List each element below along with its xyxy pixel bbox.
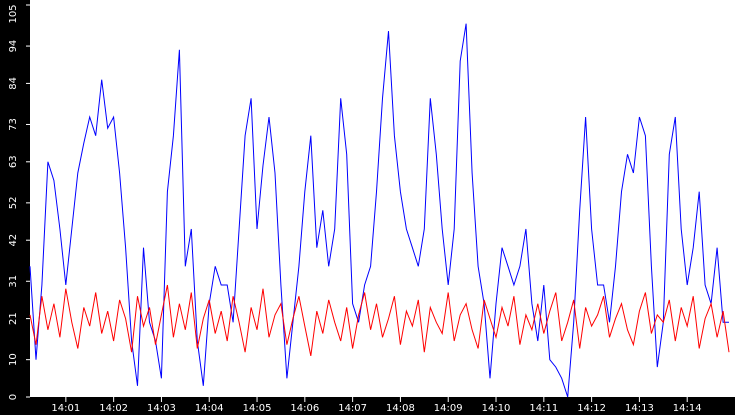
x-tick-label: 14:03 <box>147 403 176 414</box>
y-tick-label: 63 <box>8 155 19 168</box>
line-series <box>29 23 729 398</box>
x-tick-label: 14:01 <box>51 403 80 414</box>
y-tick-label: 105 <box>8 4 19 23</box>
y-tick-label: 42 <box>8 234 19 247</box>
x-tick-label: 14:02 <box>99 403 128 414</box>
x-tick-label: 14:14 <box>673 403 702 414</box>
x-tick-label: 14:09 <box>434 403 463 414</box>
x-tick-label: 14:10 <box>482 403 511 414</box>
x-tick-label: 14:05 <box>243 403 272 414</box>
y-tick-label: 84 <box>8 77 19 90</box>
x-tick-label: 14:06 <box>290 403 319 414</box>
x-tick-label: 14:07 <box>338 403 367 414</box>
y-tick-label: 73 <box>8 118 19 131</box>
line-series <box>29 284 730 356</box>
x-tick-label: 14:08 <box>386 403 415 414</box>
y-tick-label: 31 <box>8 275 19 288</box>
y-tick-label: 10 <box>8 353 19 366</box>
y-tick-label: 52 <box>8 196 19 209</box>
y-tick-label: 0 <box>8 394 19 400</box>
y-tick-label: 21 <box>8 312 19 325</box>
x-tick-label: 14:04 <box>195 403 224 414</box>
x-tick-label: 14:11 <box>529 403 558 414</box>
y-tick-label: 94 <box>8 40 19 53</box>
x-tick-label: 14:13 <box>625 403 654 414</box>
y-axis-strip <box>0 0 30 415</box>
x-tick-label: 14:12 <box>577 403 606 414</box>
x-axis-strip <box>0 397 735 415</box>
